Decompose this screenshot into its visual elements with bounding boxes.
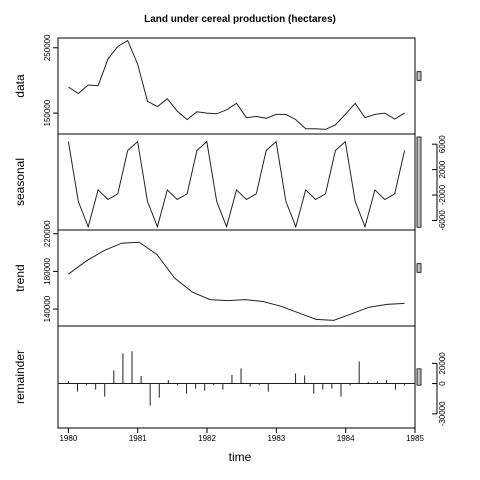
panel-trend: trend 140000 180000 220000 (13, 220, 422, 327)
scale-bar (416, 263, 422, 273)
y-tick-label: 20000 (438, 352, 447, 375)
x-tick-label: 1980 (59, 434, 77, 443)
x-tick-label: 1985 (406, 434, 424, 443)
y-tick-label: 150000 (43, 99, 52, 126)
y-tick-label: 250000 (43, 34, 52, 61)
panel-label-data: data (13, 74, 27, 98)
y-tick-label: -30000 (438, 401, 447, 426)
series-trend-line (68, 241, 405, 321)
y-tick-label: 220000 (43, 220, 52, 247)
y-tick-label: 2000 (438, 160, 447, 178)
panel-frame (57, 37, 416, 135)
x-tick-label: 1984 (337, 434, 355, 443)
panel-frame (57, 229, 416, 327)
panel-label-seasonal: seasonal (13, 158, 27, 206)
y-tick-label: 140000 (43, 295, 52, 322)
series-seasonal-line (67, 140, 406, 229)
x-tick-label: 1981 (129, 434, 147, 443)
panel-remainder: remainder -30000 0 20000 (13, 325, 447, 429)
panel-seasonal: seasonal -6000 -2000 2000 6000 (13, 133, 447, 231)
x-axis: 1980 1981 1982 1983 1984 1985 (59, 428, 424, 443)
panel-label-remainder: remainder (13, 350, 27, 404)
panels-group: data 150000 250000 seasonal -6000 -2000 2000 60… (13, 34, 447, 429)
x-tick-label: 1982 (198, 434, 216, 443)
y-tick-label: -6000 (438, 210, 447, 231)
x-axis-label: time (229, 450, 252, 464)
panel-data: data 150000 250000 (13, 34, 422, 135)
panel-label-trend: trend (13, 264, 27, 291)
series-data-line (68, 39, 405, 130)
x-tick-label: 1983 (267, 434, 285, 443)
scale-bar (416, 136, 422, 228)
panel-frame (57, 325, 416, 429)
scale-bar (416, 71, 422, 81)
y-tick-label: 0 (438, 381, 447, 386)
y-tick-label: -2000 (438, 184, 447, 205)
chart-title: Land under cereal production (hectares) (144, 14, 336, 25)
y-tick-label: 180000 (43, 258, 52, 285)
scale-bar (416, 368, 422, 386)
y-tick-label: 6000 (438, 135, 447, 153)
panel-frame (57, 133, 416, 231)
